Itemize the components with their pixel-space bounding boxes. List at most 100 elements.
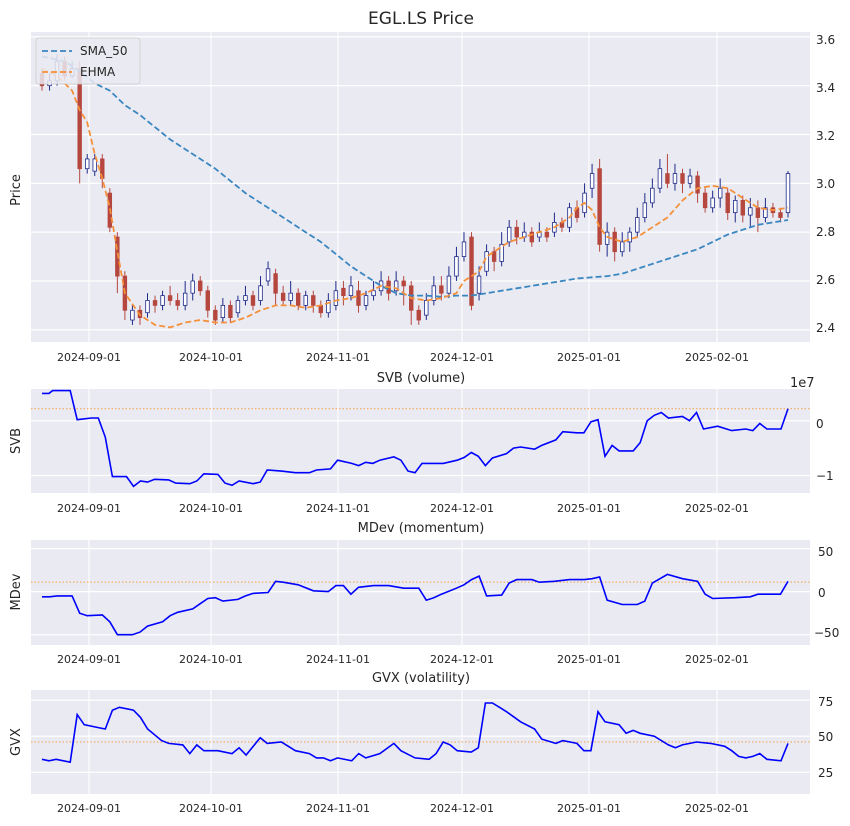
gvx-line [41, 702, 789, 764]
candle-up [371, 290, 376, 297]
candle-up [785, 173, 791, 214]
gvx-x-tick: 2025-01-01 [557, 802, 621, 815]
price-legend: SMA_50 EHMA [35, 37, 141, 85]
mdev-line [42, 573, 789, 636]
price-x-tick: 2024-10-01 [179, 351, 243, 364]
candle-down [167, 295, 173, 301]
mdev-x-tick: 2024-11-01 [306, 653, 370, 666]
candle-down [680, 173, 685, 184]
candle-down [778, 212, 783, 218]
candle-down [273, 273, 278, 294]
svb-x-tick: 2024-11-01 [306, 502, 370, 515]
candle-down [514, 226, 519, 238]
mdev-y-axis-label: MDev [9, 573, 24, 610]
price-y-tick: 2.4 [816, 321, 835, 335]
candle-down [725, 192, 730, 214]
candle-down [205, 290, 210, 311]
candle-up [589, 173, 595, 189]
candle-down [401, 280, 406, 287]
candle-up [326, 300, 331, 314]
gvx-x-tick: 2025-02-01 [685, 802, 749, 815]
svb-plot-area [31, 389, 810, 493]
candle-up [92, 158, 97, 172]
candle-down [356, 290, 361, 306]
candle-down [439, 285, 444, 294]
price-y-tick: 3.0 [816, 177, 835, 191]
mdev-plot-area [31, 540, 810, 645]
mdev-x-tick: 2025-01-01 [557, 653, 621, 666]
candle-up [710, 197, 715, 209]
gvx-x-ticks: 2024-09-01 2024-10-01 2024-11-01 2024-12… [57, 802, 749, 815]
price-y-tick: 2.8 [816, 225, 835, 239]
candle-up [763, 207, 768, 218]
candle-up [499, 243, 504, 262]
candle-up [424, 300, 429, 316]
mdev-panel: MDev (momentum) MDev 50 0 −50 2024-09-01… [9, 521, 839, 666]
legend-ehma-label: EHMA [80, 65, 116, 79]
candle-down [665, 173, 670, 184]
svb-x-tick: 2024-12-01 [430, 502, 494, 515]
price-x-tick: 2025-01-01 [557, 351, 621, 364]
svb-gridlines [31, 389, 810, 493]
candle-up [748, 207, 753, 216]
mdev-y-ticks: 50 0 −50 [814, 545, 839, 640]
price-panel: EGL.LS Price Price 2.4 2.6 2.8 3.0 3.2 3… [9, 9, 835, 364]
mdev-x-tick: 2025-02-01 [685, 653, 749, 666]
candle-up [85, 158, 90, 170]
candle-up [182, 292, 188, 306]
candle-down [198, 280, 203, 292]
price-x-tick: 2025-02-01 [685, 351, 749, 364]
svb-y-tick: 0 [816, 417, 824, 431]
candle-up [506, 226, 512, 243]
candle-up [672, 173, 678, 184]
gvx-x-tick: 2024-09-01 [57, 802, 121, 815]
candle-down [597, 168, 602, 245]
candle-down [250, 295, 256, 306]
gvx-y-ticks: 75 50 25 [818, 695, 833, 780]
candle-up [258, 285, 263, 301]
svb-panel: SVB (volume) 1e7 SVB 0 −1 2024-09-01 202… [9, 371, 834, 515]
candle-down [469, 236, 474, 306]
svb-x-tick: 2025-02-01 [685, 502, 749, 515]
candle-up [717, 187, 723, 199]
candle-up [454, 256, 459, 277]
candle-down [152, 300, 158, 306]
candle-up [145, 300, 150, 314]
candle-down [755, 207, 761, 218]
candle-up [363, 295, 369, 306]
legend-sma-label: SMA_50 [80, 44, 127, 58]
svb-x-tick: 2025-01-01 [557, 502, 621, 515]
candle-up [627, 231, 632, 243]
candle-down [280, 292, 286, 301]
svb-line [42, 389, 789, 488]
mdev-x-tick: 2024-09-01 [57, 653, 121, 666]
svb-scale-label: 1e7 [790, 376, 815, 391]
candle-up [657, 168, 663, 189]
candle-down [416, 309, 421, 321]
candle-up [620, 241, 625, 253]
candle-up [687, 175, 693, 184]
price-plot-area [31, 32, 810, 342]
candle-down [529, 231, 534, 243]
gvx-x-tick: 2024-12-01 [430, 802, 494, 815]
price-x-ticks: 2024-09-01 2024-10-01 2024-11-01 2024-12… [57, 351, 749, 364]
candle-down [296, 292, 301, 306]
candle-up [635, 217, 640, 233]
price-gridlines [31, 32, 810, 342]
price-y-ticks: 2.4 2.6 2.8 3.0 3.2 3.4 3.6 [816, 33, 835, 335]
candle-up [642, 202, 648, 218]
candle-up [333, 290, 339, 306]
candle-up [476, 275, 482, 294]
candle-up [220, 304, 226, 318]
gvx-chart-title: GVX (volatility) [372, 671, 470, 686]
price-y-tick: 3.4 [816, 81, 835, 95]
candle-up [130, 309, 135, 321]
candle-up [288, 292, 293, 301]
candle-up [446, 275, 452, 294]
candle-down [341, 287, 346, 297]
gvx-x-tick: 2024-11-01 [306, 802, 370, 815]
candle-down [228, 304, 233, 318]
gvx-panel: GVX (volatility) GVX 75 50 25 2024-09-01… [9, 671, 833, 815]
ehma-line [41, 67, 789, 329]
